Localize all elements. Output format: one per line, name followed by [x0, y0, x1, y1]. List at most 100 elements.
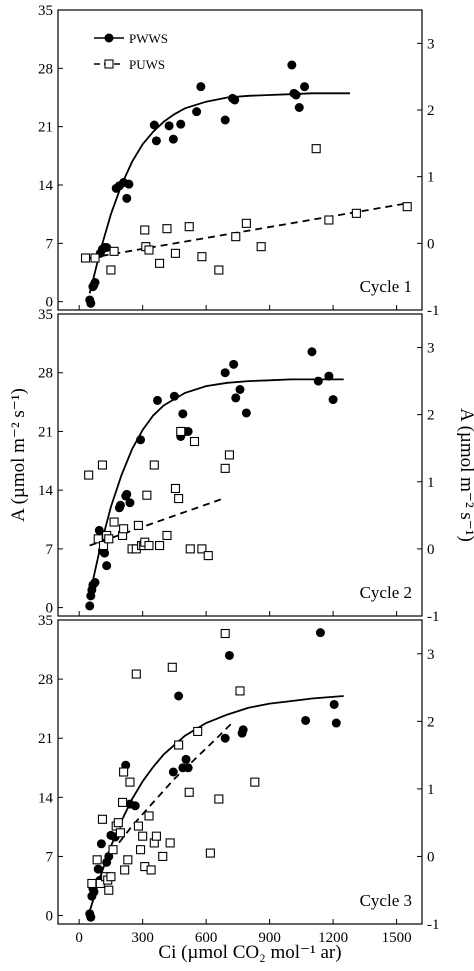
panel-label: Cycle 1: [360, 277, 412, 296]
data-point-pwws: [183, 763, 193, 773]
data-point-pwws: [94, 525, 104, 535]
data-point-pwws: [100, 548, 110, 558]
x-tick-label: 600: [195, 930, 218, 946]
data-point-puws: [174, 494, 184, 504]
data-point-pwws: [168, 767, 178, 777]
data-point-puws: [224, 450, 234, 460]
data-point-pwws: [220, 368, 230, 378]
data-point-puws: [133, 821, 143, 831]
data-point-pwws: [183, 426, 193, 436]
y2-tick-label: 2: [427, 103, 435, 119]
fit-line-pwws: [88, 378, 344, 596]
data-point-puws: [138, 831, 148, 841]
y-tick-label: 0: [46, 909, 54, 925]
y-tick-label: 7: [46, 849, 54, 865]
data-point-puws: [214, 794, 224, 804]
data-point-puws: [155, 258, 165, 268]
y-tick-label: 28: [38, 672, 53, 688]
data-point-puws: [92, 855, 102, 865]
data-point-puws: [205, 848, 215, 858]
data-point-puws: [162, 530, 172, 541]
plot-frame: [57, 9, 423, 311]
data-point-puws: [108, 845, 118, 855]
series-puws: [87, 628, 260, 895]
panel-cycle-1: 0 7 14 21 28 35 -1 0 1 2 3 Cycle 1: [38, 3, 440, 319]
data-point-pwws: [235, 385, 245, 394]
data-point-puws: [167, 662, 177, 672]
legend-label-pwws: PWWS: [129, 31, 168, 46]
data-point-puws: [311, 144, 321, 154]
data-point-pwws: [301, 715, 311, 725]
y2-tick-label: 0: [427, 849, 435, 865]
y-tick-label: 7: [46, 236, 54, 252]
y-tick-label: 28: [38, 61, 53, 77]
data-point-puws: [133, 520, 143, 530]
data-point-pwws: [294, 103, 304, 112]
data-point-pwws: [152, 395, 162, 405]
y2-tick-label: 2: [427, 408, 435, 424]
legend-label-puws: PUWS: [129, 57, 165, 72]
data-point-pwws: [130, 801, 140, 811]
data-point-puws: [140, 225, 150, 235]
y-axis-title-right: A (µmol m⁻² s⁻¹): [456, 408, 474, 542]
y-tick-label: 14: [38, 483, 54, 499]
data-point-pwws: [241, 408, 251, 418]
data-point-pwws: [238, 725, 248, 735]
y2-tick-label: -1: [427, 917, 440, 933]
data-point-puws: [109, 246, 119, 256]
data-point-puws: [176, 426, 186, 436]
series-pwws: [85, 60, 350, 308]
y-tick-label: 21: [38, 731, 53, 747]
data-point-puws: [231, 232, 241, 242]
x-tick-label: 300: [131, 930, 154, 946]
data-point-pwws: [122, 489, 132, 499]
y-tick-label: 0: [46, 295, 54, 311]
data-point-puws: [162, 224, 172, 234]
data-point-puws: [87, 878, 97, 889]
data-point-pwws: [230, 95, 240, 105]
data-point-puws: [119, 767, 129, 777]
data-point-pwws: [224, 650, 234, 660]
data-point-pwws: [176, 119, 186, 129]
y2-tick-label: -1: [427, 303, 440, 319]
data-point-puws: [241, 218, 251, 228]
data-point-puws: [144, 811, 154, 821]
legend: PWWS PUWS: [94, 31, 168, 72]
y2-tick-label: 0: [427, 236, 435, 252]
data-point-puws: [113, 818, 123, 828]
data-point-puws: [155, 540, 165, 551]
data-point-pwws: [149, 120, 159, 130]
data-point-pwws: [331, 718, 341, 728]
y2-tick-label: -1: [427, 609, 440, 625]
y2-tick-label: 3: [427, 647, 435, 663]
y-tick-label: 35: [38, 613, 53, 629]
data-point-puws: [104, 885, 114, 895]
data-point-puws: [220, 628, 230, 639]
data-point-puws: [97, 814, 107, 824]
data-point-pwws: [324, 371, 334, 381]
y-tick-label: 14: [38, 178, 54, 194]
data-point-puws: [189, 436, 200, 447]
data-point-pwws: [229, 359, 239, 369]
data-point-pwws: [192, 107, 202, 117]
data-point-pwws: [164, 121, 174, 131]
y2-tick-label: 2: [427, 714, 435, 730]
y2-tick-label: 3: [427, 36, 435, 52]
data-point-pwws: [169, 391, 179, 401]
legend-marker-puws: [104, 59, 114, 69]
data-point-pwws: [287, 60, 297, 70]
data-point-puws: [84, 470, 94, 480]
panel-label: Cycle 3: [360, 891, 412, 910]
data-point-puws: [170, 483, 181, 494]
data-point-puws: [151, 831, 161, 841]
data-point-pwws: [313, 376, 323, 386]
data-point-pwws: [86, 298, 96, 308]
x-axis-title: Ci (µmol CO₂ mol⁻¹ ar): [158, 942, 341, 963]
y2-tick-label: 1: [427, 782, 435, 798]
data-point-puws: [131, 669, 141, 679]
data-point-pwws: [220, 733, 230, 743]
data-point-puws: [144, 245, 154, 255]
data-point-puws: [80, 253, 91, 263]
series-pwws: [85, 347, 344, 611]
